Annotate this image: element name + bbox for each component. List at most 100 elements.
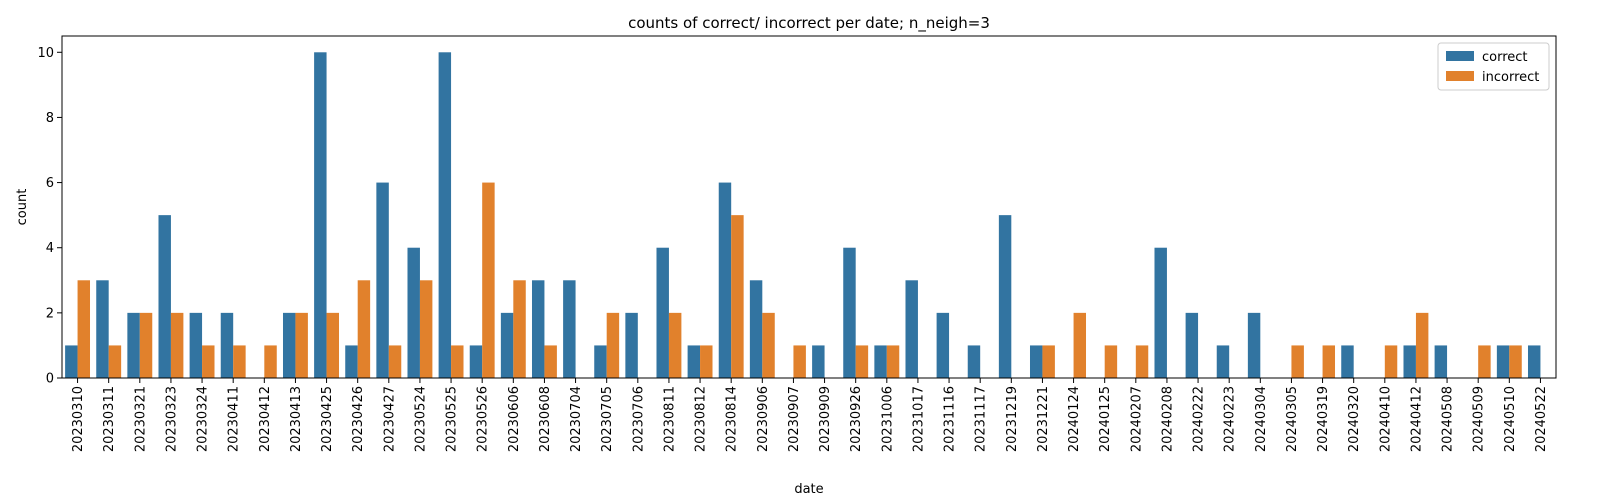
bar-correct [998, 215, 1012, 378]
x-tick-label: 20240508 [1441, 386, 1456, 452]
bar-incorrect [108, 345, 122, 378]
x-tick-label: 20240509 [1472, 386, 1487, 452]
bar-incorrect [77, 280, 91, 378]
axes-layer [61, 35, 1557, 379]
x-tick-label: 20230425 [320, 386, 335, 452]
bar-incorrect [233, 345, 246, 378]
bar-incorrect [139, 312, 153, 378]
x-tick-label: 20230427 [382, 386, 397, 452]
bar-incorrect [544, 345, 557, 378]
x-axis-label: date [794, 482, 823, 497]
x-tick-label: 20231219 [1005, 386, 1020, 452]
x-tick-label: 20240222 [1192, 386, 1207, 452]
bar-correct [1216, 345, 1230, 378]
bar-incorrect [357, 280, 371, 378]
x-tick-label: 20240522 [1534, 386, 1549, 452]
x-tick-label: 20240510 [1503, 386, 1518, 452]
x-tick-label: 20230704 [569, 386, 584, 452]
x-tick-label: 20230706 [631, 386, 646, 452]
x-tick-label: 20230310 [71, 386, 86, 452]
x-tick-label: 20240208 [1160, 386, 1175, 452]
bar-incorrect [793, 345, 806, 378]
bar-correct [407, 247, 420, 378]
bar-incorrect [451, 345, 464, 378]
bar-correct [563, 280, 576, 378]
bar-correct [812, 345, 825, 378]
x-tick-label: 20230524 [413, 386, 428, 452]
bar-correct [158, 215, 171, 378]
bar-correct [874, 345, 887, 378]
bar-incorrect [1104, 345, 1118, 378]
bar-correct [594, 345, 607, 378]
bar-correct [376, 182, 389, 378]
bar-correct [625, 312, 638, 378]
x-tick-label: 20231017 [911, 386, 926, 452]
bar-incorrect [326, 312, 340, 378]
y-ticks: 0 2 4 6 8 10 [37, 46, 62, 387]
bar-incorrect [1478, 345, 1491, 378]
bar-correct [1496, 345, 1510, 378]
bar-correct [905, 280, 918, 378]
bar-incorrect [1073, 312, 1087, 378]
y-tick-label: 4 [46, 241, 54, 256]
bar-correct [1029, 345, 1043, 378]
legend-label-incorrect: incorrect [1482, 70, 1539, 85]
bar-incorrect [513, 280, 526, 378]
bar-correct [469, 345, 483, 378]
x-ticks: 20230310 20230311 20230321 20230323 20230324… [71, 378, 1549, 452]
x-tick-label: 20230906 [756, 386, 771, 452]
x-tick-label: 20230606 [507, 386, 522, 452]
bar-correct [1403, 345, 1416, 378]
bar-correct [1434, 345, 1448, 378]
bar-incorrect [295, 312, 308, 378]
bar-incorrect [606, 312, 620, 378]
bar-incorrect [1509, 345, 1522, 378]
x-tick-label: 20230526 [476, 386, 491, 452]
bar-incorrect [886, 345, 900, 378]
bars-layer [65, 52, 1541, 378]
y-axis-label: count [15, 189, 30, 226]
bar-incorrect [1135, 345, 1149, 378]
bar-incorrect [264, 345, 277, 378]
x-tick-label: 20230705 [600, 386, 615, 452]
bar-correct [1154, 247, 1167, 378]
x-tick-label: 20230412 [258, 386, 273, 452]
bar-correct [438, 52, 452, 378]
bar-incorrect [419, 280, 433, 378]
bar-correct [749, 280, 763, 378]
x-tick-label: 20230608 [538, 386, 553, 452]
bar-correct [967, 345, 981, 378]
x-tick-label: 20230426 [351, 386, 366, 452]
x-tick-label: 20240319 [1316, 386, 1331, 452]
bar-correct [843, 247, 856, 378]
bar-correct [282, 312, 296, 378]
x-tick-label: 20230814 [725, 386, 740, 452]
y-tick-label: 10 [37, 46, 54, 61]
x-tick-label: 20240207 [1129, 386, 1144, 452]
bar-correct [1185, 312, 1199, 378]
bar-correct [531, 280, 545, 378]
x-tick-label: 20230926 [849, 386, 864, 452]
x-tick-label: 20240304 [1254, 386, 1269, 452]
legend-swatch-correct [1446, 51, 1474, 61]
chart-title: counts of correct/ incorrect per date; n… [628, 14, 990, 33]
bar-correct [1527, 345, 1541, 378]
bar-correct [220, 312, 234, 378]
y-tick-label: 6 [46, 176, 54, 191]
x-tick-label: 20230311 [102, 386, 117, 452]
bar-incorrect [762, 312, 775, 378]
y-tick-label: 0 [46, 372, 54, 387]
bar-incorrect [388, 345, 402, 378]
bar-incorrect [1042, 345, 1055, 378]
x-tick-label: 20231117 [974, 386, 989, 452]
bar-correct [500, 312, 514, 378]
x-tick-label: 20230909 [818, 386, 833, 452]
bar-correct [96, 280, 109, 378]
plot-frame [61, 35, 1557, 379]
x-tick-label: 20240125 [1098, 386, 1113, 452]
bar-correct [656, 247, 669, 378]
x-tick-label: 20231116 [943, 386, 958, 452]
y-tick-label: 2 [46, 306, 54, 321]
